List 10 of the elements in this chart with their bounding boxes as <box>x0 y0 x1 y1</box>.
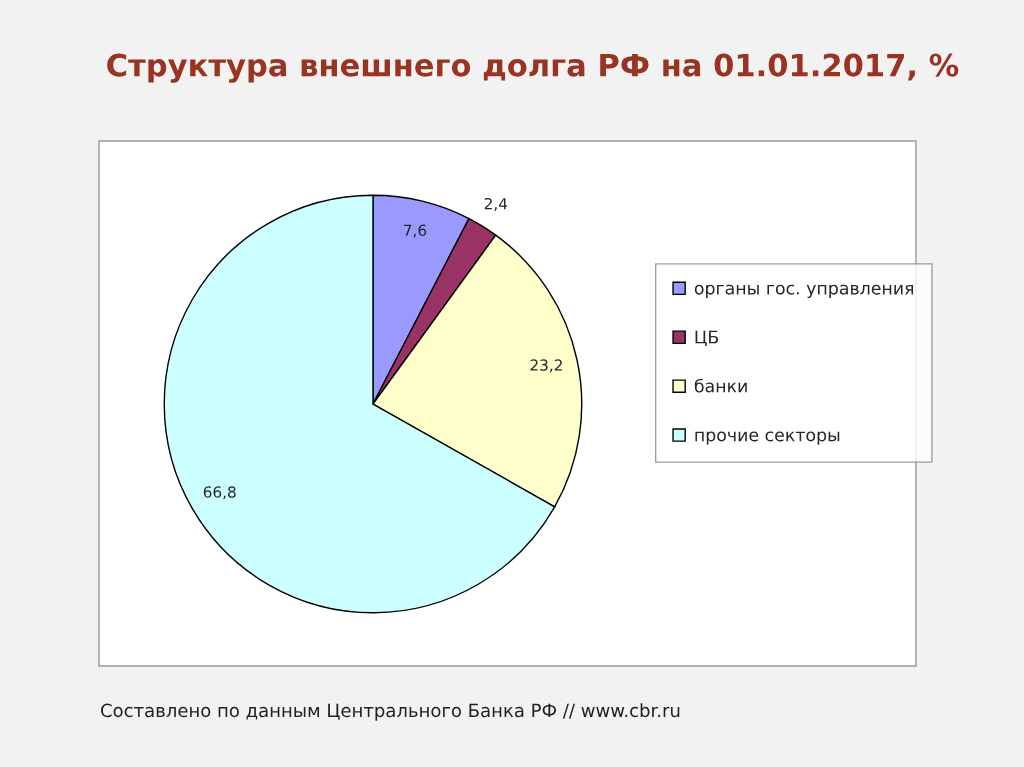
legend-label: прочие секторы <box>695 431 840 445</box>
text: Составлено по данным Центрального Банка РФ // www.cbr.ru <box>101 703 680 721</box>
data-label: 23,2 <box>530 359 562 373</box>
legend-label: органы гос. управления <box>694 284 914 299</box>
data-label: 2,4 <box>484 197 508 212</box>
data-label: 7,6 <box>404 224 427 238</box>
data-label: 66,8 <box>203 486 236 500</box>
legend-label: банки <box>694 378 747 393</box>
legend-label: ЦБ <box>695 330 719 347</box>
chart-title: Структура внешнего долга РФ на 01.01.2017, % <box>107 53 959 83</box>
